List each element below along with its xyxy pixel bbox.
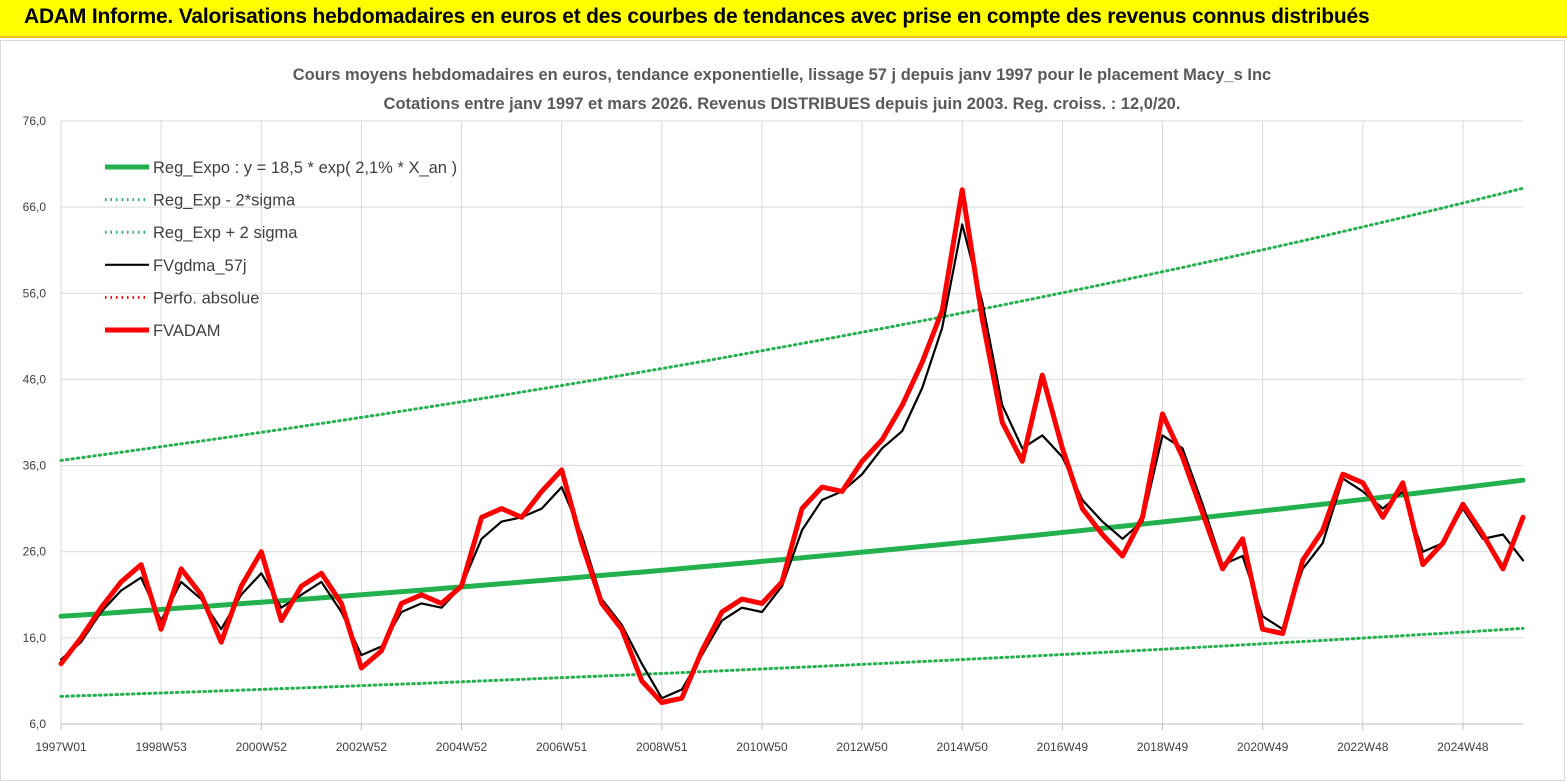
series-line-reg (59, 626, 1525, 698)
y-tick-label: 66,0 (23, 200, 47, 214)
plot-area (58, 186, 1526, 705)
legend: Reg_Expo : y = 18,5 * exp( 2,1% * X_an )… (105, 159, 457, 340)
y-tick-label: 56,0 (23, 286, 47, 300)
chart-title: Cours moyens hebdomadaires en euros, ten… (293, 66, 1271, 84)
y-tick-label: 36,0 (23, 459, 47, 473)
legend-label: FVgdma_57j (153, 257, 247, 275)
x-axis: 1997W01 1998W53 2000W52 2002W52 2004W52 2006W… (35, 723, 1523, 754)
y-tick-label: 76,0 (23, 114, 47, 128)
legend-label: FVADAM (153, 322, 221, 340)
y-axis: 76,0 66,0 56,0 46,0 36,0 26,0 16,0 6,0 (23, 114, 47, 731)
x-tick-label: 1998W53 (135, 740, 187, 754)
series-line-fvgdma (59, 223, 1525, 700)
series-line-fvadam (58, 187, 1526, 705)
y-tick-label: 46,0 (23, 372, 47, 386)
series-line-reg (59, 186, 1525, 462)
x-tick-label: 2018W49 (1137, 740, 1189, 754)
x-tick-label: 2014W50 (937, 740, 989, 754)
x-tick-label: 2020W49 (1237, 740, 1289, 754)
y-tick-label: 26,0 (23, 545, 47, 559)
line-chart: Cours moyens hebdomadaires en euros, ten… (23, 66, 1526, 754)
legend-label: Reg_Exp - 2*sigma (153, 192, 296, 210)
gridlines (60, 120, 1523, 725)
x-tick-label: 2022W48 (1337, 740, 1389, 754)
y-tick-label: 16,0 (23, 631, 47, 645)
y-tick-label: 6,0 (29, 717, 46, 731)
page-title: ADAM Informe. Valorisations hebdomadaire… (24, 5, 1370, 28)
chart-frame: Cours moyens hebdomadaires en euros, ten… (0, 40, 1565, 781)
x-tick-label: 2016W49 (1037, 740, 1089, 754)
legend-label: Reg_Expo : y = 18,5 * exp( 2,1% * X_an ) (153, 159, 457, 177)
legend-label: Perfo. absolue (153, 289, 259, 307)
x-tick-label: 2010W50 (736, 740, 788, 754)
x-tick-label: 2024W48 (1437, 740, 1489, 754)
x-tick-label: 2000W52 (236, 740, 288, 754)
header-banner: ADAM Informe. Valorisations hebdomadaire… (0, 0, 1567, 38)
legend-label: Reg_Exp + 2 sigma (153, 224, 298, 242)
x-tick-label: 2012W50 (836, 740, 888, 754)
chart-subtitle: Cotations entre janv 1997 et mars 2026. … (384, 95, 1181, 113)
x-tick-label: 2006W51 (536, 740, 588, 754)
x-tick-label: 2004W52 (436, 740, 488, 754)
x-tick-label: 1997W01 (35, 740, 87, 754)
x-tick-label: 2002W52 (336, 740, 388, 754)
x-tick-label: 2008W51 (636, 740, 688, 754)
